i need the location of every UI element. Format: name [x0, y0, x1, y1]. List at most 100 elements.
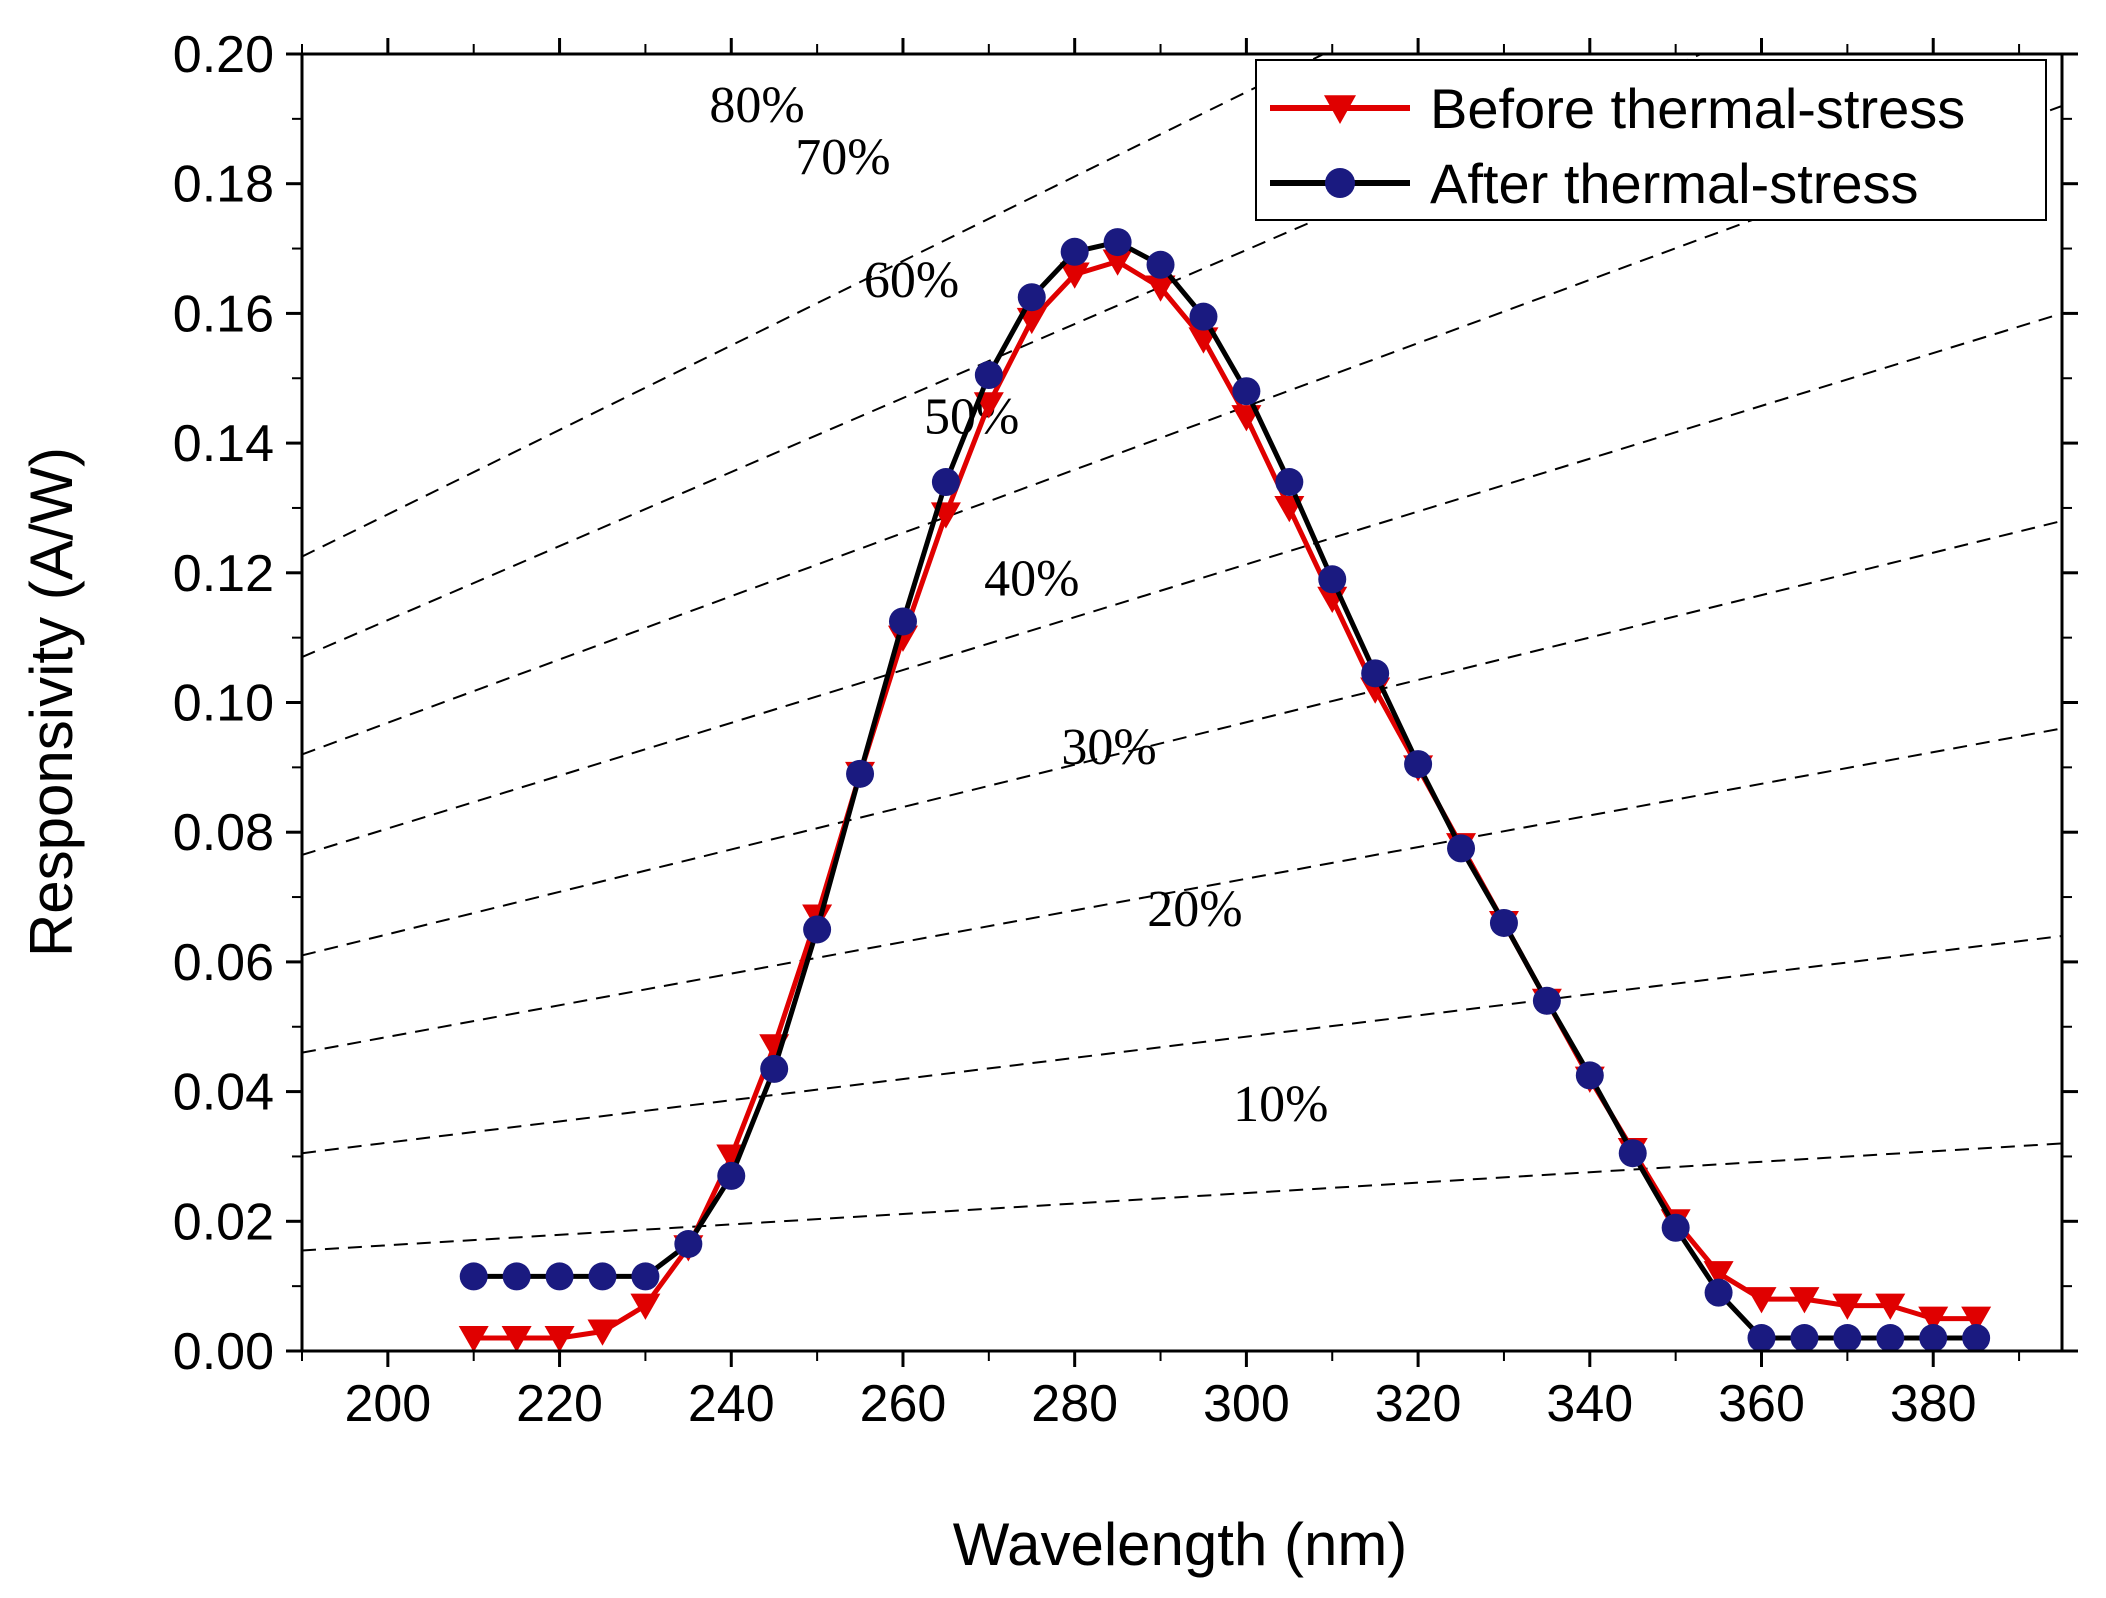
y-tick-label: 0.12: [173, 545, 274, 603]
reference-line-label: 70%: [795, 129, 890, 186]
x-tick-label: 320: [1375, 1375, 1462, 1433]
data-point: [1060, 237, 1089, 266]
x-axis-title: Wavelength (nm): [953, 1511, 1408, 1578]
x-tick-label: 220: [516, 1375, 603, 1433]
reference-line-2: [302, 934, 2062, 1155]
data-point: [1103, 228, 1132, 257]
reference-line-label: 40%: [984, 550, 1079, 607]
data-point: [1102, 249, 1133, 276]
data-point: [1145, 275, 1176, 302]
x-tick-label: 340: [1546, 1375, 1633, 1433]
x-tick-label: 300: [1203, 1375, 1290, 1433]
data-point: [1361, 659, 1390, 688]
data-point: [974, 361, 1003, 390]
data-point: [1404, 750, 1433, 779]
data-point: [1189, 302, 1218, 331]
x-tick-label: 200: [344, 1375, 431, 1433]
data-point: [1703, 1261, 1734, 1288]
data-point: [1919, 1324, 1948, 1353]
data-point: [502, 1262, 531, 1291]
reference-line-4: [302, 519, 2062, 957]
legend-box: [1255, 59, 2047, 221]
x-tick-label: 360: [1718, 1375, 1805, 1433]
data-point: [1918, 1306, 1949, 1333]
legend-item: Before thermal-stress: [1270, 77, 1965, 140]
reference-lines: [302, 54, 2062, 1252]
reference-line-6: [302, 104, 2062, 756]
data-point: [1575, 1061, 1604, 1090]
data-point: [587, 1319, 618, 1346]
legend-label: After thermal-stress: [1430, 152, 1919, 215]
data-point: [1833, 1324, 1862, 1353]
data-point: [1746, 1287, 1777, 1314]
data-point: [1275, 468, 1304, 497]
reference-line-label: 80%: [709, 77, 804, 134]
data-point: [501, 1326, 532, 1353]
data-point: [1875, 1293, 1906, 1320]
series-1: [459, 228, 1991, 1353]
legend-marker: [1324, 95, 1356, 124]
data-point: [1704, 1278, 1733, 1307]
axes: 200 220 240 260 280 300 320 340 360 380 0.00 0.02 0.…: [173, 26, 2078, 1433]
data-point: [931, 468, 960, 497]
data-point: [1059, 262, 1090, 289]
data-point: [1532, 986, 1561, 1015]
y-tick-label: 0.02: [173, 1193, 274, 1251]
reference-line-label: 60%: [864, 252, 959, 309]
data-point: [1789, 1287, 1820, 1314]
data-point: [588, 1262, 617, 1291]
y-tick-label: 0.16: [173, 285, 274, 343]
data-point: [630, 1293, 661, 1320]
legend-label: Before thermal-stress: [1430, 77, 1965, 140]
reference-line-8: [302, 54, 1326, 558]
reference-line-label: 20%: [1147, 881, 1242, 938]
data-point: [1318, 565, 1347, 594]
reference-line-label: 10%: [1233, 1076, 1328, 1133]
data-point: [1961, 1306, 1992, 1333]
data-point: [846, 759, 875, 788]
y-axis-title: Responsivity (A/W): [18, 447, 85, 957]
data-point: [545, 1262, 574, 1291]
data-point: [1661, 1213, 1690, 1242]
data-point: [459, 1262, 488, 1291]
data-point: [803, 915, 832, 944]
legend-item: After thermal-stress: [1270, 152, 1919, 215]
series-layer: [458, 228, 1992, 1353]
data-point: [631, 1262, 660, 1291]
reference-line-1: [302, 1142, 2062, 1252]
data-point: [458, 1326, 489, 1353]
y-tick-label: 0.20: [173, 26, 274, 84]
data-point: [717, 1161, 746, 1190]
data-point: [888, 607, 917, 636]
data-point: [1489, 908, 1518, 937]
data-point: [1618, 1139, 1647, 1168]
x-tick-label: 260: [860, 1375, 947, 1433]
y-tick-label: 0.06: [173, 934, 274, 992]
data-point: [1232, 377, 1261, 406]
y-tick-label: 0.04: [173, 1064, 274, 1122]
y-tick-label: 0.00: [173, 1323, 274, 1381]
data-point: [1017, 283, 1046, 312]
reference-labels: 10%20%30%40%50%60%70%80%: [709, 77, 1328, 1133]
data-point: [674, 1229, 703, 1258]
legend-marker: [1325, 168, 1355, 198]
data-point: [1790, 1324, 1819, 1353]
y-tick-label: 0.08: [173, 804, 274, 862]
y-tick-label: 0.14: [173, 415, 274, 473]
data-point: [1832, 1293, 1863, 1320]
x-tick-label: 280: [1031, 1375, 1118, 1433]
data-point: [1146, 250, 1175, 279]
x-tick-label: 380: [1890, 1375, 1977, 1433]
reference-line-5: [302, 312, 2062, 856]
data-point: [760, 1054, 789, 1083]
x-tick-label: 240: [688, 1375, 775, 1433]
y-tick-label: 0.10: [173, 675, 274, 733]
data-point: [1747, 1324, 1776, 1353]
data-point: [544, 1326, 575, 1353]
data-point: [1876, 1324, 1905, 1353]
data-point: [1962, 1324, 1991, 1353]
data-point: [1447, 834, 1476, 863]
y-tick-label: 0.18: [173, 156, 274, 214]
